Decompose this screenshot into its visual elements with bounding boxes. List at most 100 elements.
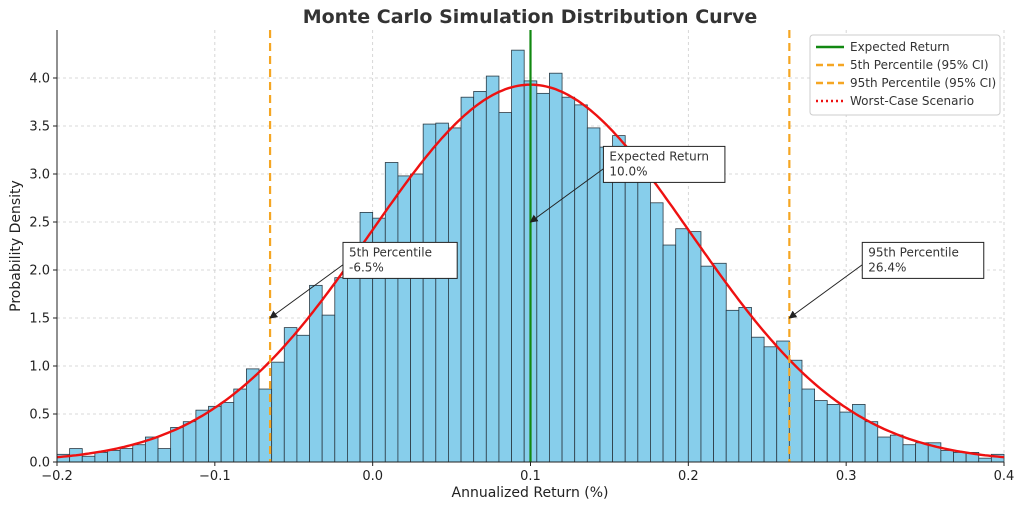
histogram-bar (473, 91, 487, 463)
annotation-title: Expected Return (609, 149, 709, 163)
annotation-arrow (269, 259, 350, 319)
histogram-bar (889, 434, 904, 463)
histogram-bar (953, 451, 967, 463)
histogram-bar (839, 411, 853, 463)
histogram-bar (182, 421, 197, 463)
legend-label: Worst-Case Scenario (850, 94, 974, 108)
y-axis-label: Probability Density (8, 180, 24, 312)
histogram-bar (132, 444, 146, 463)
x-tick-label: 0.3 (836, 469, 857, 484)
y-tick-label: 0.0 (29, 456, 50, 471)
histogram-bar (81, 455, 96, 463)
histogram-bar (801, 388, 815, 463)
histogram-bar (119, 448, 134, 463)
histogram-bar (700, 265, 714, 463)
histogram-bar (334, 277, 348, 463)
legend: Expected Return 5th Percentile (95% CI) 95… (809, 34, 1001, 116)
legend-box (809, 34, 1001, 116)
annotation-box (861, 241, 985, 279)
histogram-bar (725, 309, 740, 463)
legend-label: 5th Percentile (95% CI) (850, 58, 989, 72)
histogram-bar (877, 436, 891, 463)
histogram-bar (498, 112, 512, 463)
y-tick-label: 2.0 (29, 264, 50, 279)
y-tick-label: 0.5 (29, 408, 50, 423)
histogram-bar (220, 402, 235, 463)
x-tick-label: 0.2 (678, 469, 699, 484)
histogram-bar (763, 346, 778, 463)
reference-lines (268, 30, 791, 462)
histogram-bar (448, 127, 462, 463)
y-tick-label: 3.5 (29, 120, 50, 135)
chart-title: Monte Carlo Simulation Distribution Curv… (303, 6, 758, 28)
annotation-arrow (788, 259, 869, 319)
histogram-bar (208, 405, 222, 463)
annotation-value: 26.4% (868, 260, 906, 274)
histogram-bar (599, 146, 613, 463)
axes: −0.2 −0.1 0.0 0.1 0.2 0.3 0.4 0.0 0.5 1.0 1.5 2.0 2.… (29, 30, 1014, 484)
histogram-bar (283, 327, 298, 463)
y-tick-label: 4.0 (29, 72, 50, 87)
histogram-bar (687, 231, 702, 463)
histogram-bar (662, 244, 677, 463)
histogram-bar (612, 135, 626, 463)
fifth-percentile-annotation: 5th Percentile-6.5% (269, 241, 458, 319)
histogram-bar (902, 444, 917, 463)
histogram-bar (107, 450, 121, 463)
annotation-box (342, 241, 458, 279)
histogram-bar (650, 202, 664, 463)
histogram-bar (713, 262, 727, 463)
annotation-value: 10.0% (609, 164, 647, 178)
histogram-bar (751, 336, 765, 463)
histogram-bar (157, 448, 172, 463)
x-axis-label: Annualized Return (%) (452, 485, 609, 501)
histogram-bar (321, 314, 336, 463)
histogram-bar (233, 388, 247, 463)
histogram-bar (574, 104, 588, 463)
histogram-bar (410, 173, 424, 463)
histogram-bar (309, 284, 323, 463)
y-tick-label: 1.0 (29, 360, 50, 375)
y-tick-label: 1.5 (29, 312, 50, 327)
histogram-bar (271, 361, 285, 463)
histogram-bar (94, 451, 108, 463)
annotation-value: -6.5% (349, 260, 384, 274)
annotation-title: 95th Percentile (868, 245, 959, 259)
histogram-bar (485, 75, 500, 463)
legend-label: 95th Percentile (95% CI) (850, 76, 996, 90)
histogram-bar (940, 450, 954, 463)
histogram-bar (738, 307, 752, 463)
x-tick-label: 0.0 (362, 469, 383, 484)
histogram-bar (675, 228, 689, 463)
histogram-bar (435, 122, 449, 463)
y-tick-label: 2.5 (29, 216, 50, 231)
x-tick-label: −0.1 (199, 469, 231, 484)
histogram-bar (788, 359, 803, 463)
legend-label: Expected Return (850, 40, 950, 54)
histogram-bar (549, 72, 563, 463)
histogram-bar (637, 181, 651, 463)
histogram-bar (915, 442, 929, 463)
histogram-bar (422, 123, 437, 463)
histogram-bar (864, 421, 879, 463)
annotation-box (602, 145, 726, 183)
histogram-bar (460, 96, 475, 463)
x-tick-label: 0.4 (994, 469, 1015, 484)
x-tick-label: 0.1 (520, 469, 541, 484)
histogram-bar (296, 334, 310, 463)
histogram-bar (826, 403, 841, 463)
histogram-bar (978, 457, 992, 463)
histogram-bar (536, 92, 550, 463)
x-tick-label: −0.2 (41, 469, 73, 484)
histogram-bar (397, 175, 411, 463)
annotation-arrow (529, 163, 610, 223)
histogram-bar (586, 127, 601, 463)
histogram-bar (624, 163, 639, 463)
histogram-bar (814, 400, 828, 463)
histogram-bar (170, 427, 184, 463)
histogram-bar (511, 49, 525, 463)
